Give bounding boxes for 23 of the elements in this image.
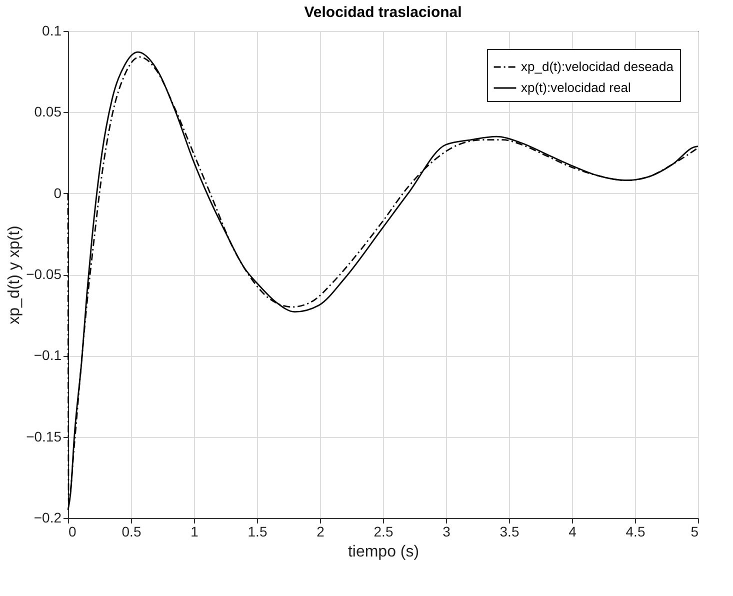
x-tick-label: 2.5	[374, 524, 394, 540]
y-tick-label: 0.1	[42, 22, 62, 38]
x-tick-label: 4.5	[626, 524, 646, 540]
y-tick-label: 0.05	[34, 104, 62, 120]
y-tick-label: −0.1	[34, 347, 62, 364]
y-tick-label: −0.2	[34, 510, 62, 526]
y-tick-label: −0.05	[26, 266, 62, 282]
chart-title: Velocidad traslacional	[304, 4, 462, 21]
y-axis-title: xp_d(t) y xp(t)	[6, 226, 24, 324]
x-tick-label: 0	[68, 524, 76, 540]
x-tick-label: 4	[568, 524, 577, 540]
legend-label: xp(t):velocidad real	[521, 80, 631, 95]
x-axis-title: tiempo (s)	[348, 544, 420, 560]
x-tick-label: 3.5	[500, 524, 520, 540]
x-tick-label: 1	[190, 524, 199, 540]
y-tick-label: −0.15	[26, 428, 62, 444]
x-tick-label: 3	[442, 524, 451, 540]
y-tick-label: 0	[54, 184, 62, 201]
x-tick-label: 1.5	[248, 524, 268, 540]
x-tick-label: 5	[690, 524, 699, 540]
x-tick-label: 2	[316, 524, 325, 540]
x-tick-label: 0.5	[122, 524, 142, 540]
legend-label: xp_d(t):velocidad deseada	[521, 59, 674, 74]
